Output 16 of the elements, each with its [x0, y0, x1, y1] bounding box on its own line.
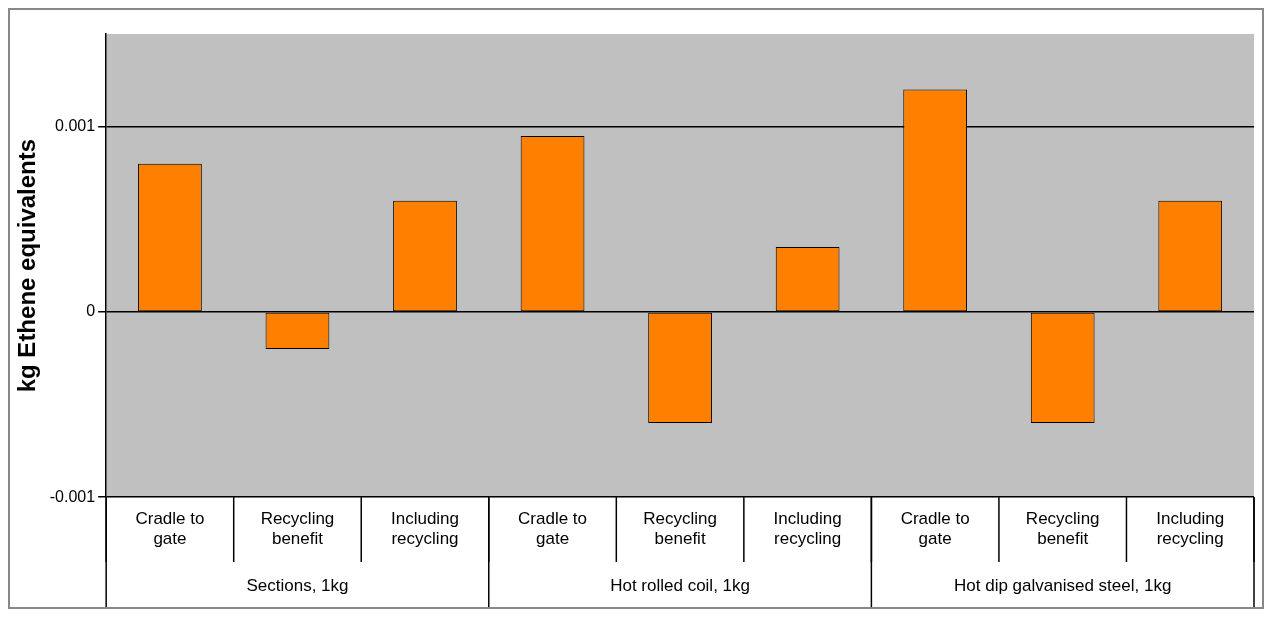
x-tick-label: Including recycling	[773, 509, 842, 549]
x-tick-label: Cradle to gate	[900, 509, 970, 549]
y-axis-title: kg Ethene equivalents	[13, 138, 41, 393]
y-tick-label: 0	[86, 302, 96, 320]
x-tick-label: Including recycling	[1156, 509, 1225, 549]
x-tick-label: Recycling benefit	[1025, 509, 1100, 549]
text: Hot rolled coil, 1kg	[610, 575, 751, 595]
y-tick-label: 0.001	[55, 117, 96, 135]
x-tick-label: Including recycling	[390, 509, 460, 549]
y-tick-label: -0.001	[49, 487, 96, 505]
x-tick-label: Cradle to gate	[135, 509, 205, 549]
x-tick-label: Recycling benefit	[643, 509, 717, 549]
x-tick-label: Recycling benefit	[260, 509, 335, 549]
text: Hot dip galvanised steel, 1kg	[954, 575, 1172, 595]
x-tick-label: Cradle to gate	[518, 509, 588, 549]
text: Sections, 1kg	[246, 575, 349, 595]
